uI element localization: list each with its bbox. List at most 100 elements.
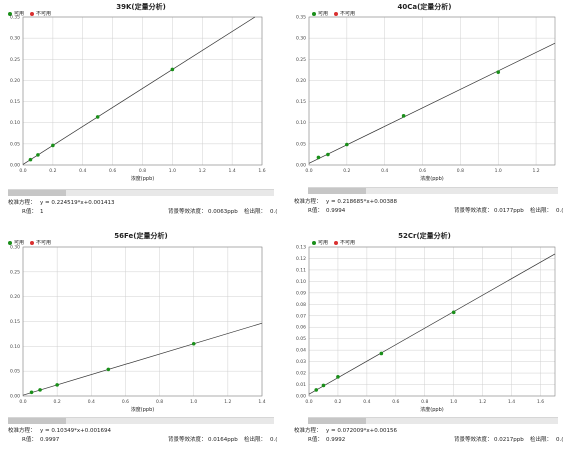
data-point[interactable] [106, 367, 111, 372]
dl-value: 0.( [270, 209, 278, 215]
y-tick-label: 0.05 [296, 141, 306, 147]
dl-label: 检出限： [244, 209, 267, 215]
data-point[interactable] [314, 388, 319, 392]
data-point[interactable] [451, 310, 456, 315]
y-tick-label: 0.10 [10, 344, 20, 350]
x-tick-label: 1.0 [495, 168, 502, 174]
regression-line [22, 322, 263, 396]
y-tick-label: 0.05 [10, 369, 20, 375]
x-tick-label: 0.8 [139, 168, 146, 174]
data-point[interactable] [326, 152, 330, 157]
data-point[interactable] [379, 351, 384, 356]
x-tick-label: 1.0 [450, 399, 457, 405]
y-tick-label: 0.12 [296, 256, 306, 262]
scrollbar-thumb[interactable] [8, 190, 66, 196]
bec-value: 0.0217ppb [494, 437, 524, 443]
y-tick-label: 0.20 [10, 294, 20, 300]
plot-frame [22, 246, 263, 397]
regression-line [308, 253, 556, 395]
calibration-chart: 0.0 0.2 0.4 0.6 0.8 1.0 1.2 1.4 0.00 0.05 0.10 0.15… [10, 245, 266, 414]
legend-item-available: 可用 [8, 239, 24, 246]
equation-value: y = 0.218685*x+0.00388 [326, 199, 397, 205]
data-point[interactable] [345, 142, 349, 147]
data-point[interactable] [51, 143, 55, 148]
x-axis-label: 浓度(ppb) [131, 406, 154, 413]
legend-item-available: 可用 [312, 10, 328, 17]
legend-item-unavailable: 不可用 [334, 10, 355, 17]
calibration-chart: 0.0 0.2 0.4 0.6 0.8 1.0 1.2 0.00 0.05 0.10 0.15 0.2… [296, 15, 556, 182]
x-tick-label: 0.0 [305, 399, 312, 405]
x-tick-label: 1.2 [479, 399, 486, 405]
legend-label: 可用 [14, 11, 25, 17]
calibration-info: 校准方程： y = 0.10349*x+0.001694 R值： 0.9997 背景等… [8, 427, 282, 445]
dl-label: 检出限： [530, 208, 553, 214]
x-axis-label: 浓度(ppb) [131, 175, 154, 182]
x-tick-label: 0.4 [79, 168, 86, 174]
calibration-panel-52cr: 52Cr(定量分析) 可用 不可用 0.0 0.2 0.4 0.6 0.8 1.0 1.2 1… [286, 226, 563, 452]
y-tick-label: 0.35 [296, 15, 306, 21]
dl-value: 0.( [556, 208, 563, 214]
calibration-panel-56fe: 56Fe(定量分析) 可用 不可用 0.0 0.2 0.4 0.6 0.8 1.0 1.2 1… [0, 226, 282, 452]
data-point[interactable] [170, 67, 175, 72]
x-tick-label: 1.2 [199, 168, 206, 174]
legend-item-unavailable: 不可用 [334, 239, 355, 246]
legend: 可用 不可用 [312, 239, 355, 246]
x-tick-label: 1.4 [508, 399, 515, 405]
data-point[interactable] [316, 155, 321, 160]
x-tick-label: 1.2 [224, 399, 231, 405]
y-tick-label: 0.25 [10, 269, 20, 275]
regression-line [308, 42, 556, 164]
x-tick-label: 0.6 [392, 399, 399, 405]
data-point[interactable] [29, 390, 34, 395]
chart-title: 52Cr(定量分析) [398, 232, 451, 240]
data-point[interactable] [38, 388, 42, 392]
y-tick-label: 0.09 [296, 290, 306, 296]
data-point[interactable] [496, 70, 501, 74]
data-point[interactable] [191, 341, 196, 346]
y-tick-label: 0.30 [10, 36, 20, 42]
y-tick-label: 0.10 [296, 120, 306, 126]
legend: 可用 不可用 [8, 10, 51, 17]
horizontal-scrollbar[interactable] [8, 189, 274, 196]
x-tick-label: 0.0 [305, 168, 312, 174]
y-tick-label: 0.11 [296, 267, 306, 273]
equation-value: y = 0.10349*x+0.001694 [40, 428, 111, 434]
y-tick-label: 0.30 [10, 245, 20, 251]
bec-label: 背景等效浓度： [454, 208, 493, 214]
scrollbar-thumb[interactable] [308, 418, 366, 424]
equation-label: 校准方程： [8, 200, 36, 206]
data-point[interactable] [321, 383, 326, 388]
legend-item-available: 可用 [8, 10, 24, 17]
bec-label: 背景等效浓度： [168, 437, 207, 443]
calibration-chart: 0.0 0.2 0.4 0.6 0.8 1.0 1.2 1.4 1.6 0.00 0.05 0.10 0… [10, 15, 266, 183]
legend-label: 可用 [318, 240, 329, 246]
scrollbar-thumb[interactable] [8, 418, 66, 424]
y-tick-label: 0.05 [10, 141, 20, 147]
data-point[interactable] [28, 157, 33, 162]
equation-label: 校准方程： [294, 428, 322, 434]
data-point[interactable] [95, 115, 100, 119]
dl-value: 0.( [556, 437, 563, 443]
y-tick-label: 0.20 [10, 78, 20, 84]
legend-label: 不可用 [340, 11, 356, 17]
dl-label: 检出限： [530, 437, 553, 443]
y-tick-label: 0.00 [296, 163, 306, 169]
plot-frame [308, 16, 556, 166]
calibration-info: 校准方程： y = 0.072009*x+0.00156 R值： 0.9992 背景等… [294, 427, 563, 445]
horizontal-scrollbar[interactable] [308, 417, 558, 424]
data-point[interactable] [336, 375, 340, 379]
horizontal-scrollbar[interactable] [8, 417, 274, 424]
y-tick-label: 0.15 [10, 99, 20, 105]
data-point[interactable] [401, 114, 406, 118]
horizontal-scrollbar[interactable] [308, 187, 558, 194]
chart-title: 56Fe(定量分析) [114, 232, 168, 240]
regression-line [22, 16, 256, 165]
x-tick-label: 0.6 [122, 399, 129, 405]
y-tick-label: 0.13 [296, 245, 306, 251]
bec-value: 0.0063ppb [208, 209, 238, 215]
scrollbar-thumb[interactable] [308, 188, 366, 194]
data-point[interactable] [36, 153, 40, 157]
data-point[interactable] [55, 383, 59, 387]
x-tick-label: 0.2 [54, 399, 61, 405]
legend-label: 可用 [318, 11, 329, 17]
